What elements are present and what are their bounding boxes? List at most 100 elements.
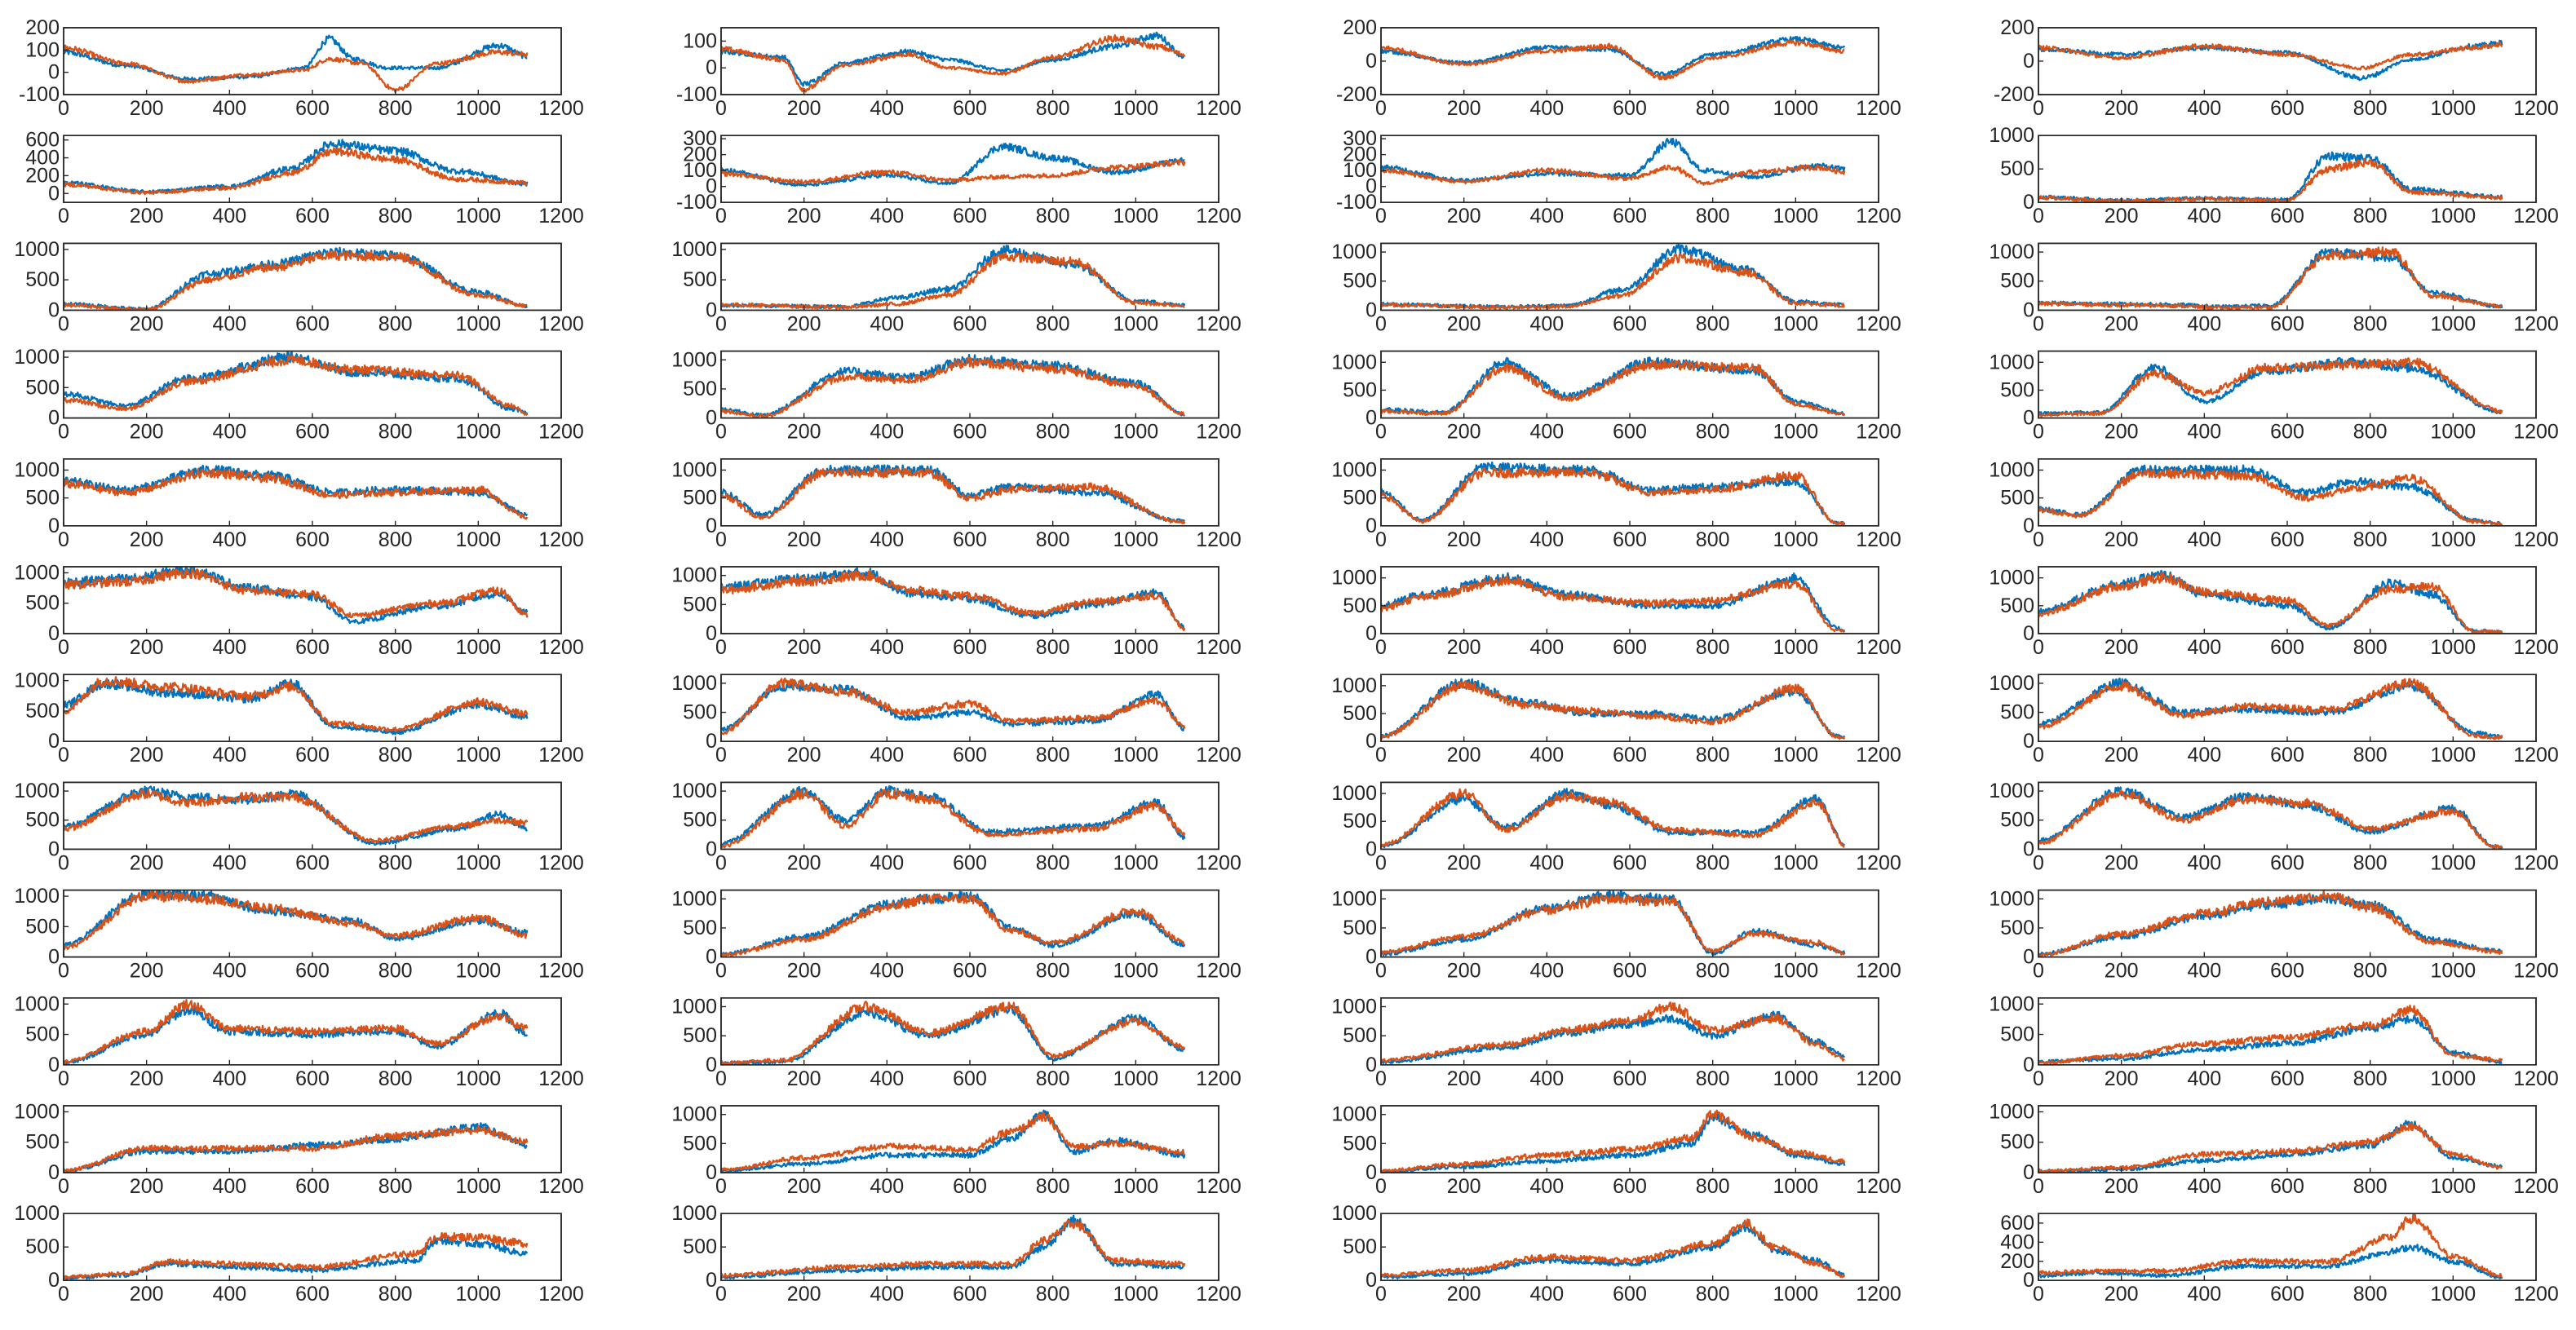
series-2-line bbox=[1381, 467, 1845, 526]
y-tick-label: 0 bbox=[1365, 622, 1377, 645]
x-tick-label: 800 bbox=[1696, 851, 1730, 874]
x-tick-label: 800 bbox=[2353, 1067, 2388, 1090]
x-tick-label: 800 bbox=[1036, 421, 1070, 444]
y-tick-label: 500 bbox=[1343, 487, 1377, 510]
y-tick-label: 1000 bbox=[14, 669, 60, 692]
x-tick-label: 200 bbox=[787, 1283, 821, 1306]
x-tick-label: 1200 bbox=[538, 744, 584, 767]
x-tick-label: 200 bbox=[1447, 312, 1481, 335]
x-tick-label: 800 bbox=[378, 851, 413, 874]
y-tick-label: 500 bbox=[1343, 702, 1377, 725]
subplot-29: 0 200 400 600 800 1000 1200 0 500 1000 bbox=[14, 780, 583, 874]
x-tick-label: 800 bbox=[378, 1175, 413, 1198]
plot-area bbox=[1380, 242, 1879, 312]
x-tick-label: 400 bbox=[1529, 312, 1564, 335]
y-tick-label: 1000 bbox=[1989, 780, 2034, 802]
x-tick-label: 400 bbox=[870, 528, 904, 551]
series-1-line bbox=[721, 1109, 1186, 1173]
y-tick-label: 500 bbox=[683, 1132, 717, 1155]
x-tick-label: 1000 bbox=[2431, 1067, 2476, 1090]
y-tick-label: 0 bbox=[48, 946, 60, 969]
series-2-line bbox=[1381, 575, 1846, 633]
y-tick-label: 0 bbox=[48, 1054, 60, 1076]
x-tick-label: 200 bbox=[130, 421, 164, 444]
x-tick-label: 600 bbox=[295, 960, 330, 983]
x-tick-label: 1000 bbox=[1773, 744, 1819, 767]
x-tick-label: 1000 bbox=[1773, 97, 1819, 120]
x-tick-label: 200 bbox=[130, 312, 164, 335]
y-tick-label: 0 bbox=[706, 175, 717, 198]
subplot-30: 0 200 400 600 800 1000 1200 0 500 1000 bbox=[671, 780, 1241, 874]
y-tick-label: 1000 bbox=[1331, 887, 1377, 910]
x-tick-label: 0 bbox=[58, 421, 69, 444]
series-2-line bbox=[721, 789, 1186, 849]
x-tick-label: 0 bbox=[58, 744, 69, 767]
y-tick-label: 1000 bbox=[671, 238, 717, 261]
x-tick-label: 1200 bbox=[1856, 97, 1901, 120]
x-tick-label: 400 bbox=[212, 312, 246, 335]
x-tick-label: 400 bbox=[2187, 744, 2221, 767]
x-tick-label: 800 bbox=[2353, 312, 2388, 335]
x-tick-label: 1000 bbox=[1113, 851, 1159, 874]
subplot-36: 0 200 400 600 800 1000 1200 0 500 1000 bbox=[1989, 887, 2558, 982]
x-tick-label: 400 bbox=[870, 960, 904, 983]
y-tick-label: 1000 bbox=[14, 992, 60, 1015]
series-2-line bbox=[64, 676, 529, 732]
x-tick-label: 1200 bbox=[1856, 312, 1901, 335]
x-tick-label: 600 bbox=[953, 312, 987, 335]
x-tick-label: 400 bbox=[212, 636, 246, 659]
x-tick-label: 600 bbox=[1613, 205, 1647, 228]
series-2-line bbox=[64, 468, 529, 520]
x-tick-label: 400 bbox=[1529, 1175, 1564, 1198]
x-tick-label: 200 bbox=[787, 636, 821, 659]
x-tick-label: 1000 bbox=[456, 1283, 502, 1306]
subplot-39: 0 200 400 600 800 1000 1200 0 500 1000 bbox=[1331, 995, 1901, 1089]
x-tick-label: 200 bbox=[1447, 1175, 1481, 1198]
y-tick-label: 500 bbox=[2000, 1131, 2034, 1154]
y-tick-label: 500 bbox=[25, 592, 60, 615]
x-tick-label: 1200 bbox=[538, 1283, 584, 1306]
y-tick-label: 500 bbox=[25, 809, 60, 832]
y-tick-label: 0 bbox=[1365, 515, 1377, 537]
x-tick-label: 0 bbox=[58, 528, 69, 551]
plot-area bbox=[2038, 1105, 2537, 1173]
x-tick-label: 1000 bbox=[1113, 1283, 1159, 1306]
y-tick-label: 1000 bbox=[671, 995, 717, 1018]
series-1-line bbox=[721, 31, 1185, 87]
series-2-line bbox=[721, 467, 1186, 525]
x-tick-label: 0 bbox=[1375, 528, 1387, 551]
x-tick-label: 800 bbox=[1696, 744, 1730, 767]
series-2-line bbox=[1381, 680, 1846, 740]
y-tick-label: 200 bbox=[1343, 144, 1377, 166]
x-tick-label: 800 bbox=[1036, 1283, 1070, 1306]
x-tick-label: 400 bbox=[870, 851, 904, 874]
x-tick-label: 400 bbox=[1529, 528, 1564, 551]
x-tick-label: 400 bbox=[212, 960, 246, 983]
x-tick-label: 600 bbox=[1613, 851, 1647, 874]
plot-area bbox=[1380, 781, 1879, 851]
y-tick-label: 1000 bbox=[671, 348, 717, 371]
x-tick-label: 1000 bbox=[1773, 1283, 1819, 1306]
x-tick-label: 600 bbox=[953, 97, 987, 120]
x-tick-label: 0 bbox=[715, 97, 727, 120]
x-tick-label: 600 bbox=[1613, 1175, 1647, 1198]
x-tick-label: 1200 bbox=[1196, 744, 1242, 767]
series-1-line bbox=[64, 890, 529, 948]
series-2-line bbox=[2038, 572, 2503, 634]
series-2-line bbox=[721, 356, 1185, 418]
series-2-line bbox=[2038, 41, 2503, 71]
series-1-line bbox=[64, 139, 529, 194]
x-tick-label: 600 bbox=[953, 205, 987, 228]
y-tick-label: 0 bbox=[706, 946, 717, 969]
y-tick-label: 1000 bbox=[1331, 567, 1377, 590]
x-tick-label: 600 bbox=[2270, 1283, 2304, 1306]
y-tick-label: 1000 bbox=[14, 346, 60, 369]
y-tick-label: 1000 bbox=[14, 885, 60, 908]
x-tick-label: 400 bbox=[2187, 851, 2221, 874]
x-tick-label: 400 bbox=[212, 1175, 246, 1198]
x-tick-label: 1000 bbox=[1113, 636, 1159, 659]
x-tick-label: 600 bbox=[2270, 636, 2304, 659]
x-tick-label: 0 bbox=[1375, 312, 1387, 335]
x-tick-label: 1000 bbox=[1113, 205, 1159, 228]
